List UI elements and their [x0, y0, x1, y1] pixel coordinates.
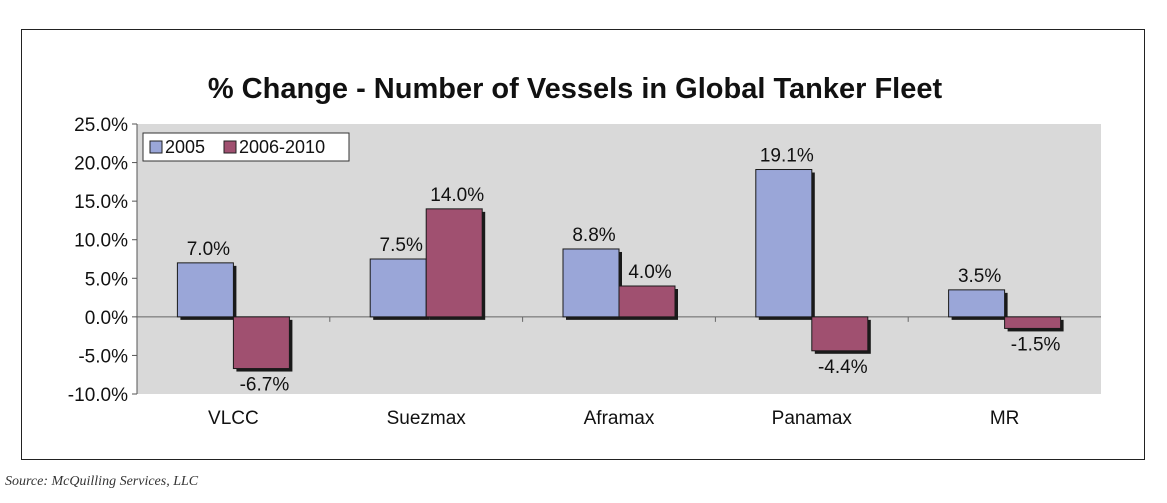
legend-label: 2005 [165, 137, 205, 157]
y-tick-label: 0.0% [85, 308, 128, 329]
bar [562, 248, 620, 318]
y-tick-label: -10.0% [68, 385, 128, 406]
data-label: 7.0% [187, 239, 230, 260]
x-tick-label: Panamax [772, 408, 853, 429]
y-tick-label: 10.0% [74, 231, 128, 252]
bar [948, 289, 1006, 318]
bar [425, 208, 483, 318]
chart-frame: % Change - Number of Vessels in Global T… [21, 29, 1145, 460]
data-label: 19.1% [760, 146, 814, 167]
bar [176, 262, 234, 318]
y-tick-label: -5.0% [78, 346, 128, 367]
bar [618, 285, 676, 318]
data-label: 3.5% [958, 266, 1001, 287]
legend-swatch [149, 140, 163, 154]
source-note: Source: McQuilling Services, LLC [5, 474, 199, 489]
legend-swatch [223, 140, 237, 154]
x-tick-label: Aframax [584, 408, 655, 429]
x-tick-label: Suezmax [387, 408, 467, 429]
data-label: 7.5% [380, 235, 423, 256]
chart-title: % Change - Number of Vessels in Global T… [208, 73, 943, 105]
data-label: 8.8% [572, 225, 615, 246]
bar [755, 169, 813, 318]
y-tick-label: 5.0% [85, 269, 128, 290]
bar [1004, 316, 1062, 329]
y-tick-label: 15.0% [74, 192, 128, 213]
x-tick-label: MR [990, 408, 1020, 429]
bar [369, 258, 427, 318]
y-tick-label: 25.0% [74, 115, 128, 136]
y-tick-label: 20.0% [74, 154, 128, 175]
data-label: 14.0% [430, 185, 484, 206]
legend-label: 2006-2010 [239, 137, 325, 157]
legend-box [142, 132, 350, 162]
data-label: -6.7% [240, 375, 290, 396]
data-label: -1.5% [1011, 334, 1061, 355]
data-label: -4.4% [818, 357, 868, 378]
bar [811, 316, 869, 352]
x-tick-label: VLCC [208, 408, 259, 429]
bar-chart: % Change - Number of Vessels in Global T… [68, 73, 1101, 429]
bar [232, 316, 290, 370]
data-label: 4.0% [628, 262, 671, 283]
